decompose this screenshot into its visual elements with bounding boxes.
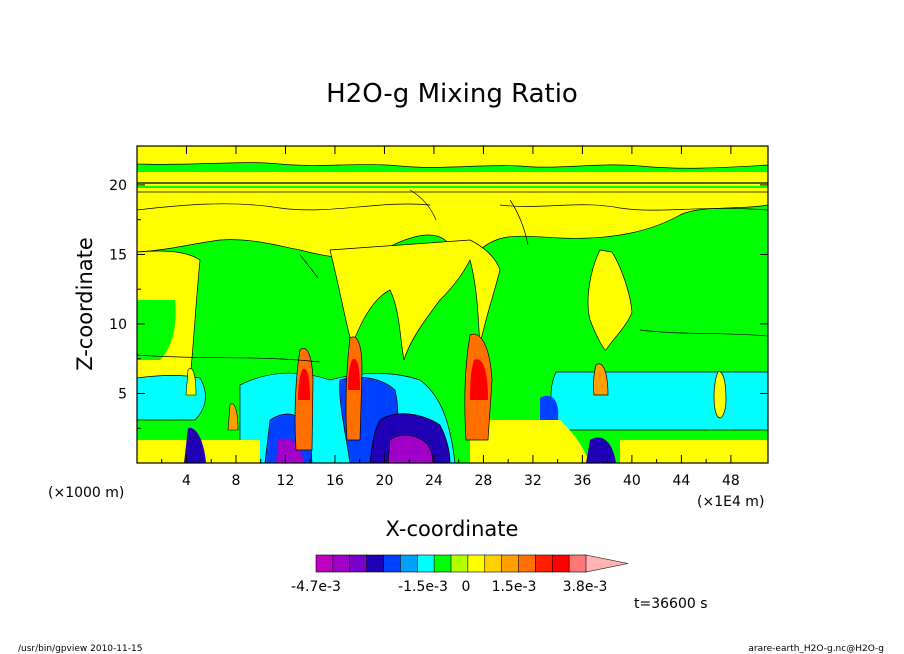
colorbar-arrow [585,554,629,573]
x-axis-ticks: 4 8 12 16 20 24 28 32 36 40 44 48 [161,146,740,489]
time-label: t=36600 s [634,596,708,612]
x-tick-label: 20 [376,473,394,489]
bottom-yellow-right [620,440,768,463]
colorbar-label: -1.5e-3 [398,579,448,595]
left-green-pocket [137,300,176,360]
upper-yellow-band [137,146,768,169]
level-band-20 [137,172,768,186]
x-tick-label: 32 [524,473,542,489]
colorbar-swatch [332,554,351,573]
colorbar-swatch [551,554,570,573]
colorbar-swatch [433,554,452,573]
x-tick-label: 44 [672,473,690,489]
y-axis-ticks: 5 10 15 20 [109,178,768,429]
x-tick-label: 36 [573,473,591,489]
y-tick-label: 10 [109,317,127,333]
x-axis-label: X-coordinate [386,517,519,541]
yellow-plume-38 [587,249,633,351]
plot-area [137,146,768,463]
x-tick-label: 28 [475,473,493,489]
chart-title: H2O-g Mixing Ratio [326,79,578,109]
y-tick-label: 20 [109,178,127,194]
x-tick-label: 48 [722,473,740,489]
cyan-region-right [550,371,768,431]
colorbar-label: 0 [462,579,471,595]
colorbar-swatch [383,554,401,573]
purple-region [387,434,434,463]
colorbar-swatch [349,554,368,573]
x-tick-label: 4 [182,473,191,489]
bottom-yellow-center [470,420,590,463]
x-tick-label: 24 [425,473,443,489]
x-unit-left: (×1000 m) [48,485,124,501]
y-tick-label: 15 [109,247,127,263]
colorbar-swatch [568,554,587,573]
level-band-19 [137,188,768,192]
colorbar-label: -4.7e-3 [291,579,341,595]
upper-yellow-region [137,191,768,259]
footer-left: /usr/bin/gpview 2010-11-15 [18,644,142,654]
colorbar [315,554,629,573]
blue-spot-4 [184,427,206,463]
colorbar-swatch [518,554,536,573]
colorbar-label: 3.8e-3 [563,579,608,595]
colorbar-swatch [366,554,385,573]
central-yellow-plume [329,239,501,361]
footer-right: arare-earth_H2O-g.nc@H2O-g [748,644,884,654]
x-tick-label: 12 [277,473,295,489]
y-axis-label: Z-coordinate [73,237,97,371]
colorbar-swatch [467,554,486,573]
colorbar-swatch [535,554,553,573]
convective-towers [185,333,727,451]
contour-lines [137,189,768,363]
colorbar-swatch [400,554,418,573]
colorbar-label: 1.5e-3 [492,579,537,595]
plot-frame [136,145,769,464]
colorbar-labels: -4.7e-3 -1.5e-3 0 1.5e-3 3.8e-3 [291,579,607,595]
blue-spot-36 [586,437,616,463]
colorbar-swatch [501,554,520,573]
colorbar-swatch [484,554,503,573]
blue-spot-33 [540,395,559,420]
colorbar-swatch [416,554,435,573]
x-unit-right: (×1E4 m) [697,494,764,510]
colorbar-swatch [315,554,334,573]
colorbar-swatch [450,554,469,573]
x-tick-label: 8 [232,473,241,489]
x-tick-label: 40 [623,473,641,489]
x-tick-label: 16 [326,473,344,489]
y-tick-label: 5 [118,386,127,402]
